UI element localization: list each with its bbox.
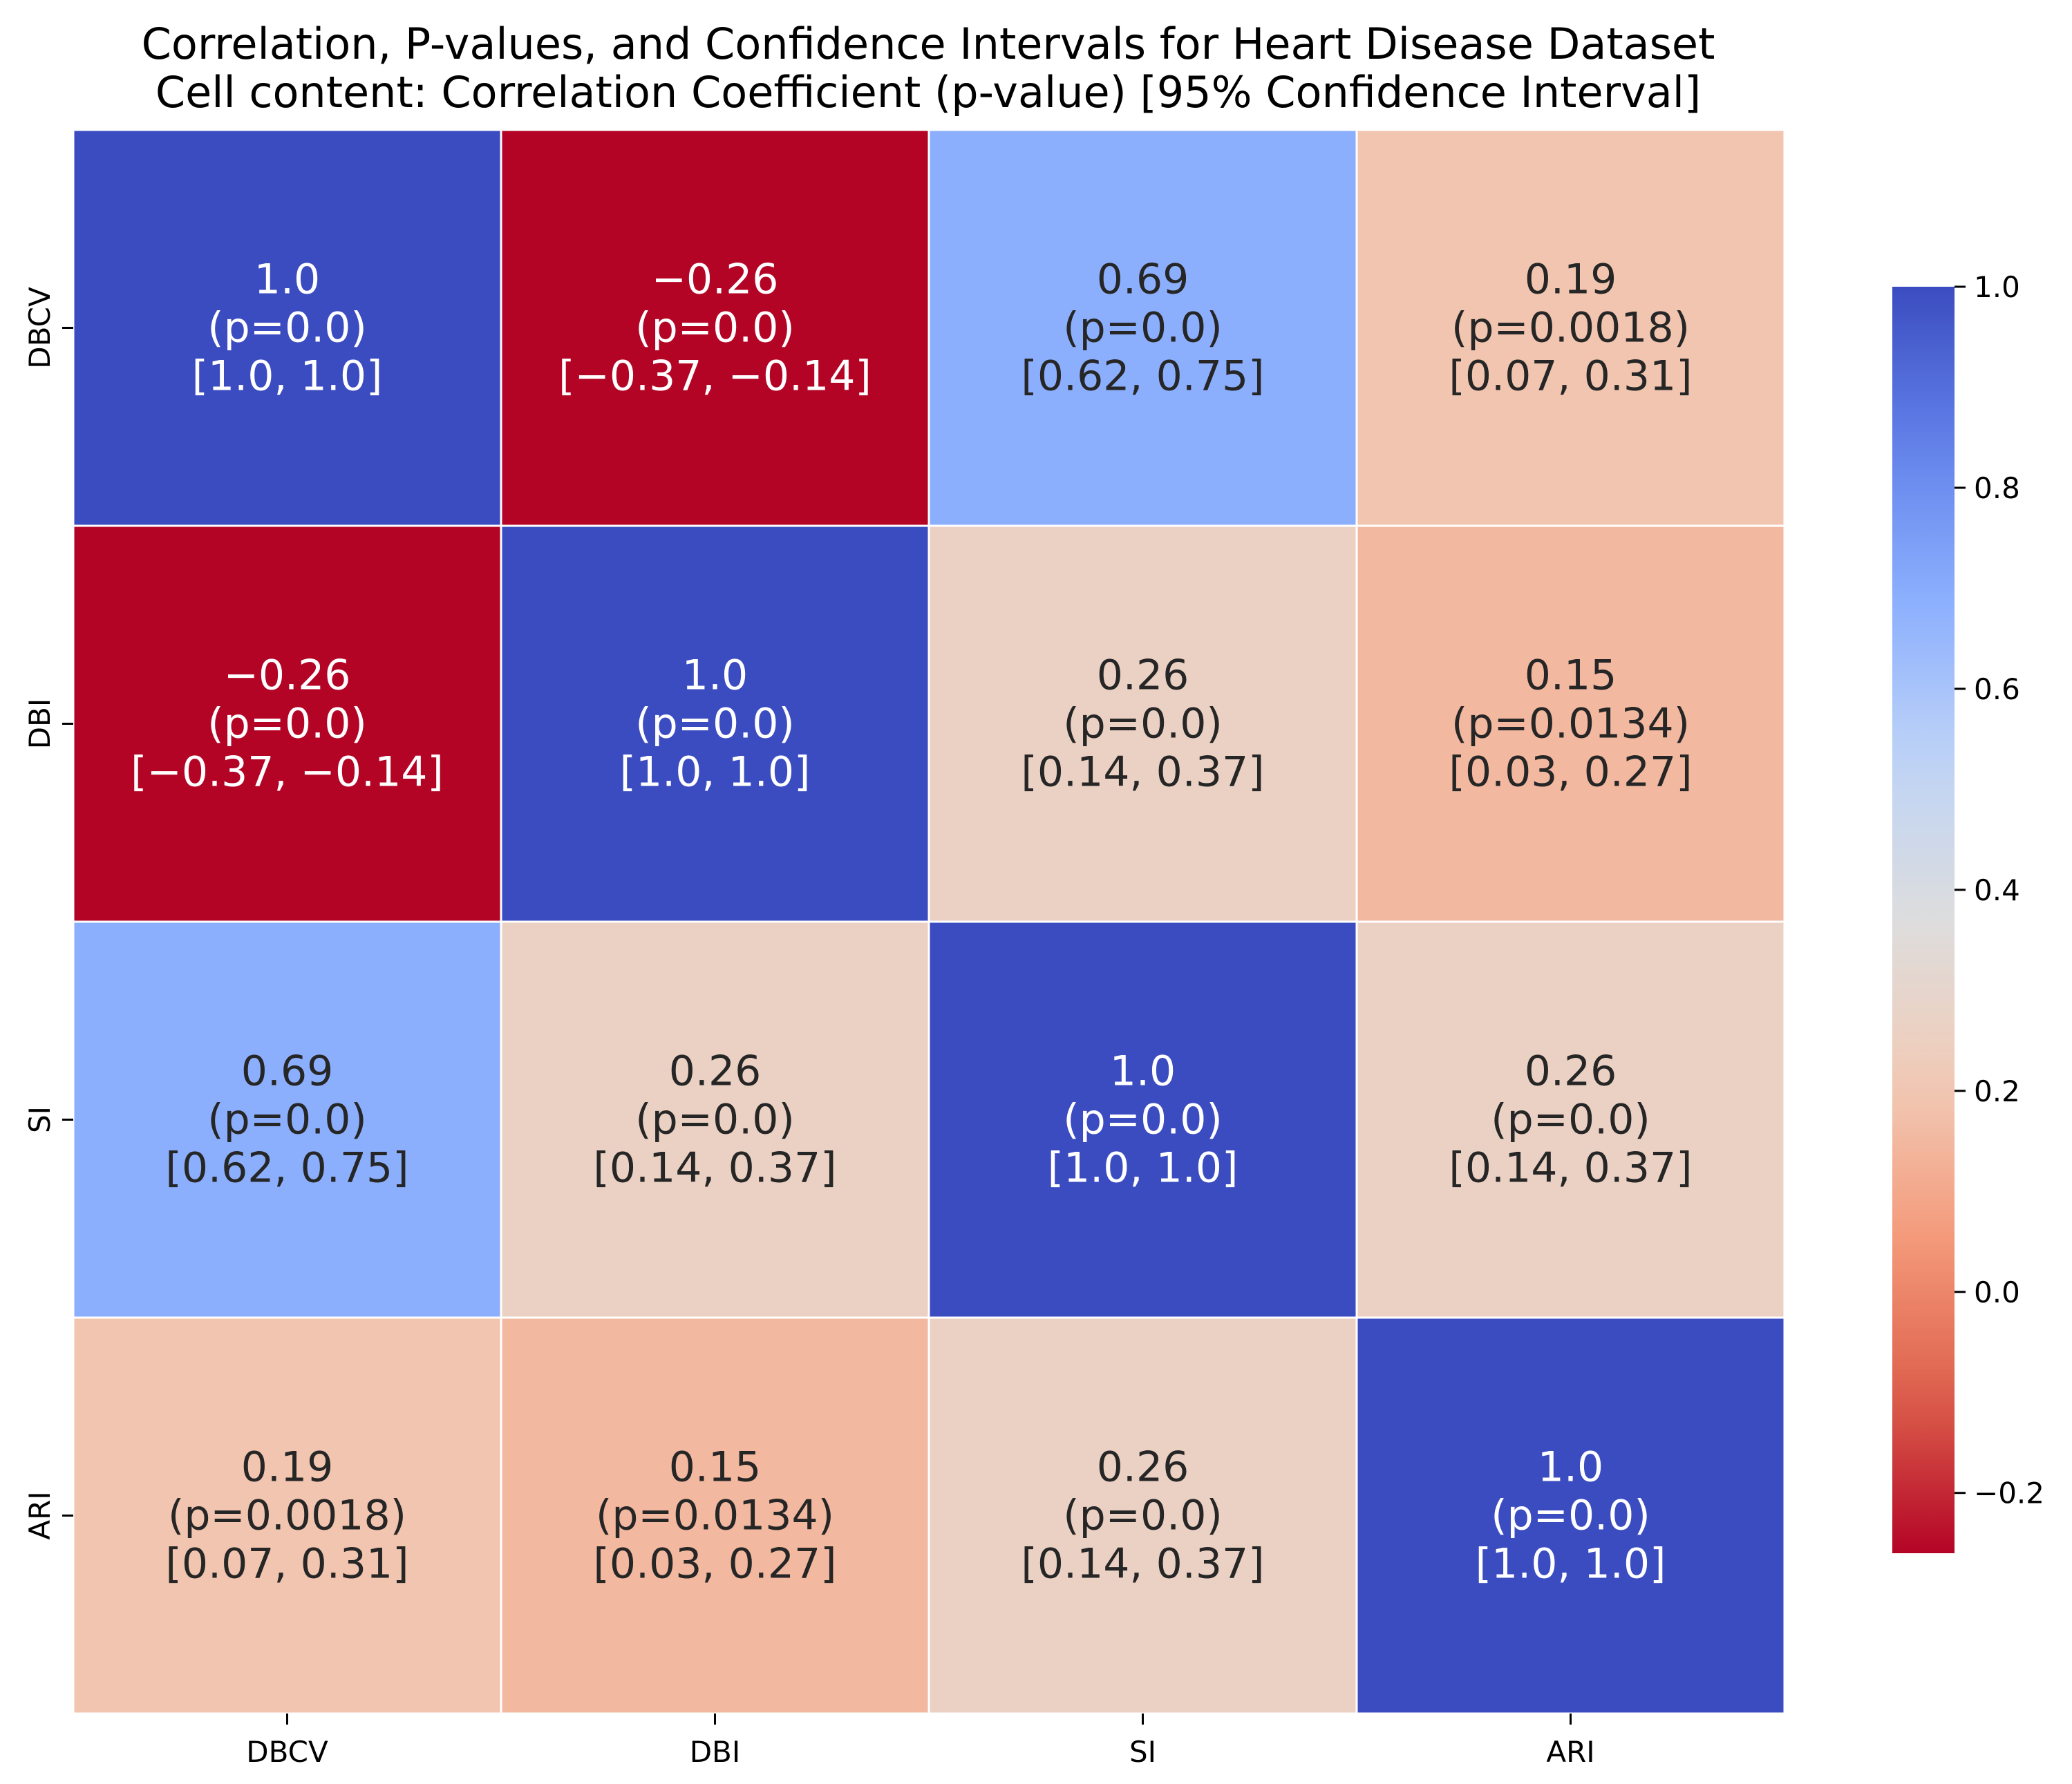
colorbar-tick-label: 1.0 bbox=[1974, 270, 2020, 304]
cell-confidence-interval-label: [1.0, 1.0] bbox=[192, 352, 383, 401]
x-tick-label: SI bbox=[1129, 1735, 1156, 1769]
cell-value-label: 1.0 bbox=[1110, 1047, 1176, 1096]
colorbar-tick-label: 0.6 bbox=[1974, 672, 2020, 706]
cell-value-label: 1.0 bbox=[254, 256, 320, 304]
cell-confidence-interval-label: [0.62, 0.75] bbox=[165, 1144, 408, 1193]
colorbar-gradient bbox=[1892, 287, 1955, 1553]
y-tick-label: SI bbox=[23, 1106, 57, 1133]
cell-p-value-label: (p=0.0) bbox=[207, 1096, 367, 1144]
cell-p-value-label: (p=0.0134) bbox=[596, 1492, 834, 1540]
y-tick-label: DBCV bbox=[23, 287, 57, 369]
x-tick-label: DBCV bbox=[246, 1735, 328, 1769]
cell-value-label: 0.15 bbox=[669, 1443, 762, 1492]
cell-p-value-label: (p=0.0018) bbox=[168, 1492, 406, 1540]
cell-value-label: 0.26 bbox=[1525, 1047, 1617, 1096]
cell-p-value-label: (p=0.0) bbox=[207, 700, 367, 748]
cell-p-value-label: (p=0.0) bbox=[635, 700, 795, 748]
cell-confidence-interval-label: [0.14, 0.37] bbox=[1021, 1540, 1264, 1588]
cell-confidence-interval-label: [−0.37, −0.14] bbox=[558, 352, 872, 401]
heatmap-cell bbox=[500, 524, 930, 923]
cell-p-value-label: (p=0.0) bbox=[1063, 700, 1223, 748]
cell-confidence-interval-label: [0.14, 0.37] bbox=[1449, 1144, 1692, 1193]
y-tick-label: DBI bbox=[23, 699, 57, 750]
cell-p-value-label: (p=0.0) bbox=[1063, 1096, 1223, 1144]
cell-confidence-interval-label: [1.0, 1.0] bbox=[1476, 1540, 1666, 1588]
heatmap-cell bbox=[500, 920, 930, 1319]
cell-value-label: 1.0 bbox=[682, 652, 748, 700]
heatmap-cell bbox=[72, 1316, 502, 1715]
cell-value-label: 0.26 bbox=[1097, 652, 1189, 700]
colorbar-tick-label: −0.2 bbox=[1974, 1477, 2044, 1510]
cell-p-value-label: (p=0.0) bbox=[635, 304, 795, 352]
cell-confidence-interval-label: [0.07, 0.31] bbox=[165, 1540, 408, 1588]
colorbar-tick-label: 0.8 bbox=[1974, 471, 2020, 505]
chart-subtitle: Cell content: Correlation Coefficient (p… bbox=[156, 67, 1701, 117]
cell-confidence-interval-label: [−0.37, −0.14] bbox=[131, 748, 444, 797]
cell-value-label: −0.26 bbox=[224, 652, 351, 700]
cell-p-value-label: (p=0.0) bbox=[1491, 1096, 1650, 1144]
heatmap-cell bbox=[927, 129, 1358, 527]
heatmap-cell bbox=[72, 524, 502, 923]
cell-value-label: −0.26 bbox=[652, 256, 779, 304]
cell-p-value-label: (p=0.0) bbox=[635, 1096, 795, 1144]
cell-confidence-interval-label: [0.07, 0.31] bbox=[1449, 352, 1692, 401]
heatmap-cell bbox=[1355, 1316, 1786, 1715]
cell-confidence-interval-label: [1.0, 1.0] bbox=[620, 748, 811, 797]
cell-value-label: 0.15 bbox=[1525, 652, 1617, 700]
heatmap-cell bbox=[72, 129, 502, 527]
cell-p-value-label: (p=0.0) bbox=[1063, 1492, 1223, 1540]
cell-confidence-interval-label: [0.03, 0.27] bbox=[1449, 748, 1692, 797]
heatmap-cell bbox=[927, 1316, 1358, 1715]
cell-confidence-interval-label: [1.0, 1.0] bbox=[1048, 1144, 1239, 1193]
cell-value-label: 0.69 bbox=[241, 1047, 334, 1096]
heatmap-cell bbox=[1355, 524, 1786, 923]
cell-p-value-label: (p=0.0) bbox=[207, 304, 367, 352]
x-tick-label: DBI bbox=[690, 1735, 741, 1769]
cell-value-label: 0.19 bbox=[241, 1443, 334, 1492]
cell-confidence-interval-label: [0.03, 0.27] bbox=[593, 1540, 836, 1588]
cell-value-label: 0.26 bbox=[669, 1047, 762, 1096]
heatmap-cell bbox=[500, 129, 930, 527]
y-tick-label: ARI bbox=[23, 1491, 57, 1539]
cell-p-value-label: (p=0.0) bbox=[1063, 304, 1223, 352]
heatmap-cell bbox=[1355, 920, 1786, 1319]
cell-p-value-label: (p=0.0134) bbox=[1451, 700, 1690, 748]
x-tick-label: ARI bbox=[1546, 1735, 1594, 1769]
cell-value-label: 0.69 bbox=[1097, 256, 1189, 304]
colorbar-tick-label: 0.4 bbox=[1974, 873, 2020, 907]
heatmap-cell bbox=[500, 1316, 930, 1715]
cell-p-value-label: (p=0.0) bbox=[1491, 1492, 1650, 1540]
cell-confidence-interval-label: [0.14, 0.37] bbox=[593, 1144, 836, 1193]
colorbar-tick-label: 0.2 bbox=[1974, 1074, 2020, 1108]
cell-value-label: 1.0 bbox=[1538, 1443, 1603, 1492]
cell-value-label: 0.19 bbox=[1525, 256, 1617, 304]
cell-confidence-interval-label: [0.62, 0.75] bbox=[1021, 352, 1264, 401]
heatmap-cell bbox=[1355, 129, 1786, 527]
chart-title: Correlation, P-values, and Confidence In… bbox=[142, 19, 1715, 69]
colorbar-tick-label: 0.0 bbox=[1974, 1275, 2020, 1309]
heatmap-cell bbox=[927, 524, 1358, 923]
cell-confidence-interval-label: [0.14, 0.37] bbox=[1021, 748, 1264, 797]
cell-p-value-label: (p=0.0018) bbox=[1451, 304, 1690, 352]
cell-value-label: 0.26 bbox=[1097, 1443, 1189, 1492]
